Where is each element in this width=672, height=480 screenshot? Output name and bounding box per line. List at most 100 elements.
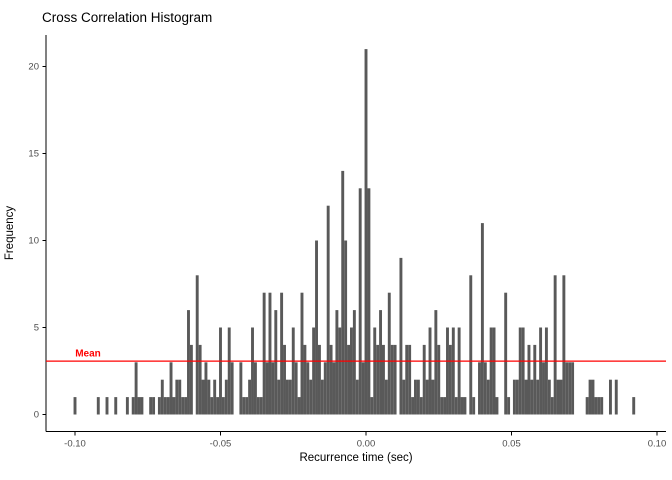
histogram-bar xyxy=(472,397,476,415)
histogram-bar xyxy=(352,310,356,415)
histogram-bar xyxy=(184,397,188,415)
histogram-bar xyxy=(553,275,557,415)
histogram-bar xyxy=(96,397,100,415)
histogram-bar xyxy=(256,397,260,415)
histogram-bar xyxy=(355,379,359,415)
histogram-bar xyxy=(198,344,202,415)
y-axis-title: Frequency xyxy=(4,206,16,261)
histogram-bar xyxy=(175,379,179,415)
histogram-bar xyxy=(350,327,353,415)
histogram-bar xyxy=(568,362,572,415)
y-tick-label: 5 xyxy=(34,323,39,334)
histogram-bar xyxy=(323,362,327,415)
histogram-bar xyxy=(294,362,298,415)
histogram-bar xyxy=(338,327,342,415)
histogram-bar xyxy=(632,397,636,415)
histogram-bar xyxy=(454,397,458,415)
histogram-bar xyxy=(297,397,301,415)
histogram-bar xyxy=(469,275,473,415)
histogram-bar xyxy=(556,379,560,415)
histogram-bar xyxy=(274,310,278,415)
histogram-bar xyxy=(463,397,467,415)
histogram-bar xyxy=(320,379,324,415)
histogram-bar xyxy=(527,344,531,415)
histogram-bar xyxy=(288,379,292,415)
histogram-bar xyxy=(251,327,254,415)
histogram-bar xyxy=(405,344,409,415)
histogram-bar xyxy=(210,397,214,415)
histogram-bar xyxy=(376,344,380,415)
histogram-bar xyxy=(149,397,153,415)
histogram-bar xyxy=(219,327,222,415)
histogram-bar xyxy=(166,397,170,415)
axes: 0 5 10 15 20 -0.10 -0.05 0.00 0.05 0.10 xyxy=(28,35,666,450)
histogram-bar xyxy=(367,188,371,415)
histogram-bar xyxy=(227,327,231,415)
x-tick-label: 0.05 xyxy=(502,439,521,450)
y-tick-label: 15 xyxy=(28,149,39,160)
histogram-bar xyxy=(387,292,391,415)
histogram-bar xyxy=(140,397,144,415)
histogram-bar xyxy=(169,362,173,415)
histogram-bar xyxy=(187,310,190,415)
histogram-bar xyxy=(239,362,243,415)
x-tick-label: -0.05 xyxy=(210,439,232,450)
histogram-bar xyxy=(512,379,516,415)
histogram-bar xyxy=(571,362,575,415)
histogram-bar xyxy=(221,397,225,415)
histogram-bar xyxy=(550,397,554,415)
histogram-bar xyxy=(358,188,362,415)
histogram-bar xyxy=(317,344,321,415)
histogram-bar xyxy=(329,344,333,415)
histogram-bar xyxy=(259,397,263,415)
histogram-bar xyxy=(262,292,266,415)
histogram-bar xyxy=(489,327,493,415)
y-tick-label: 0 xyxy=(34,410,39,421)
histogram-bar xyxy=(399,257,403,415)
histogram-bar xyxy=(451,327,455,415)
histogram-bar xyxy=(428,327,432,415)
histogram-bar xyxy=(437,344,441,415)
histogram-bar xyxy=(457,327,461,415)
histogram-bar xyxy=(536,379,540,415)
histogram-bar xyxy=(414,379,417,415)
histogram-bar xyxy=(431,379,435,415)
histogram-bar xyxy=(253,362,257,415)
histogram-bar xyxy=(364,49,368,415)
histogram-bar xyxy=(248,379,252,415)
x-tick-label: 0.00 xyxy=(357,439,376,450)
histogram-bar xyxy=(189,344,193,415)
histogram-bar xyxy=(137,397,141,415)
histogram-bar xyxy=(105,397,109,415)
histogram-bar xyxy=(562,275,566,415)
histogram-bar xyxy=(425,379,429,415)
histogram-bar xyxy=(134,362,138,415)
histogram-bar xyxy=(539,327,543,415)
histogram-bar xyxy=(542,362,545,415)
histogram-bar xyxy=(521,327,525,415)
y-tick-label: 10 xyxy=(28,236,39,247)
histogram-bar xyxy=(446,327,449,415)
histogram-bar xyxy=(303,344,307,415)
histogram-bars xyxy=(73,49,636,415)
histogram-bar xyxy=(242,397,246,415)
histogram-bar xyxy=(204,362,208,415)
histogram-bar xyxy=(585,397,589,415)
histogram-bar xyxy=(373,327,377,415)
histogram-bar xyxy=(213,379,217,415)
histogram-bar xyxy=(216,397,220,415)
histogram-bar xyxy=(411,397,415,415)
histogram-bar xyxy=(544,327,548,415)
histogram-bar xyxy=(524,379,528,415)
histogram-bar xyxy=(114,397,118,415)
x-axis-title: Recurrence time (sec) xyxy=(299,452,412,464)
histogram-bar xyxy=(285,379,289,415)
histogram-bar xyxy=(608,379,612,415)
histogram-bar xyxy=(157,397,161,415)
histogram-bar xyxy=(600,397,604,415)
histogram-bar xyxy=(559,379,563,415)
histogram-bar xyxy=(515,379,519,415)
histogram-bar xyxy=(268,292,272,415)
histogram-bar xyxy=(390,344,394,415)
